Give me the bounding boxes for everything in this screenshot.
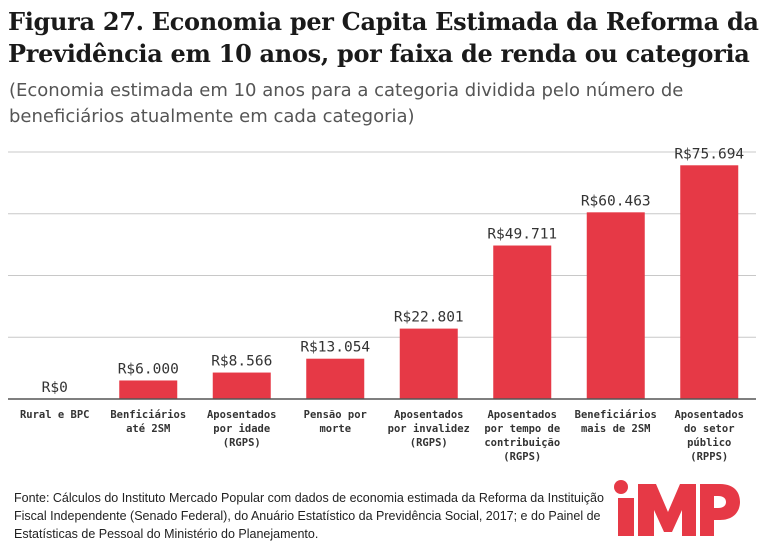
- source-note: Fonte: Cálculos do Instituto Mercado Pop…: [14, 491, 604, 541]
- data-label: R$75.694: [674, 146, 744, 162]
- category-label: do setor: [684, 423, 735, 435]
- data-label: R$0: [42, 380, 68, 396]
- data-label: R$13.054: [300, 340, 370, 356]
- imp-logo: [614, 480, 740, 536]
- bar: [212, 372, 271, 399]
- bar-chart: R$0 Rural e BPC R$6.000 Benficiários até 2SM…: [8, 146, 756, 463]
- category-label: Aposentados: [207, 409, 277, 421]
- bar: [586, 212, 645, 399]
- bar: [493, 245, 552, 399]
- category-label: contribuição: [484, 437, 560, 449]
- category-label: Aposentados: [394, 409, 464, 421]
- data-label: R$49.711: [487, 227, 557, 243]
- category-label: até 2SM: [126, 423, 170, 435]
- chart-title: Figura 27. Economia per Capita Estimada …: [8, 7, 759, 68]
- category-label: Aposentados: [487, 409, 557, 421]
- category-label: (RGPS): [410, 437, 448, 449]
- category-label: Rural e BPC: [20, 409, 90, 421]
- bar: [399, 328, 458, 399]
- bar: [306, 358, 365, 399]
- category-label: Beneficiários: [575, 409, 657, 421]
- category-label: (RGPS): [503, 451, 541, 463]
- category-label: (RPPS): [690, 451, 728, 463]
- category-label: Pensão por: [304, 409, 367, 421]
- bar: [680, 165, 739, 399]
- category-label: (RGPS): [223, 437, 261, 449]
- category-label: por idade: [213, 423, 270, 435]
- category-label: por invalidez: [388, 423, 470, 435]
- data-label: R$6.000: [118, 361, 179, 377]
- category-label: por tempo de: [484, 423, 560, 435]
- category-label: Benficiários: [110, 409, 186, 421]
- category-label: público: [687, 437, 731, 449]
- bar: [119, 380, 178, 399]
- category-label: morte: [319, 423, 351, 435]
- category-label: Aposentados: [674, 409, 744, 421]
- data-label: R$8.566: [211, 354, 272, 370]
- data-label: R$22.801: [394, 310, 464, 326]
- data-label: R$60.463: [581, 193, 651, 209]
- category-label: mais de 2SM: [581, 423, 651, 435]
- chart-subtitle: (Economia estimada em 10 anos para a cat…: [9, 80, 684, 127]
